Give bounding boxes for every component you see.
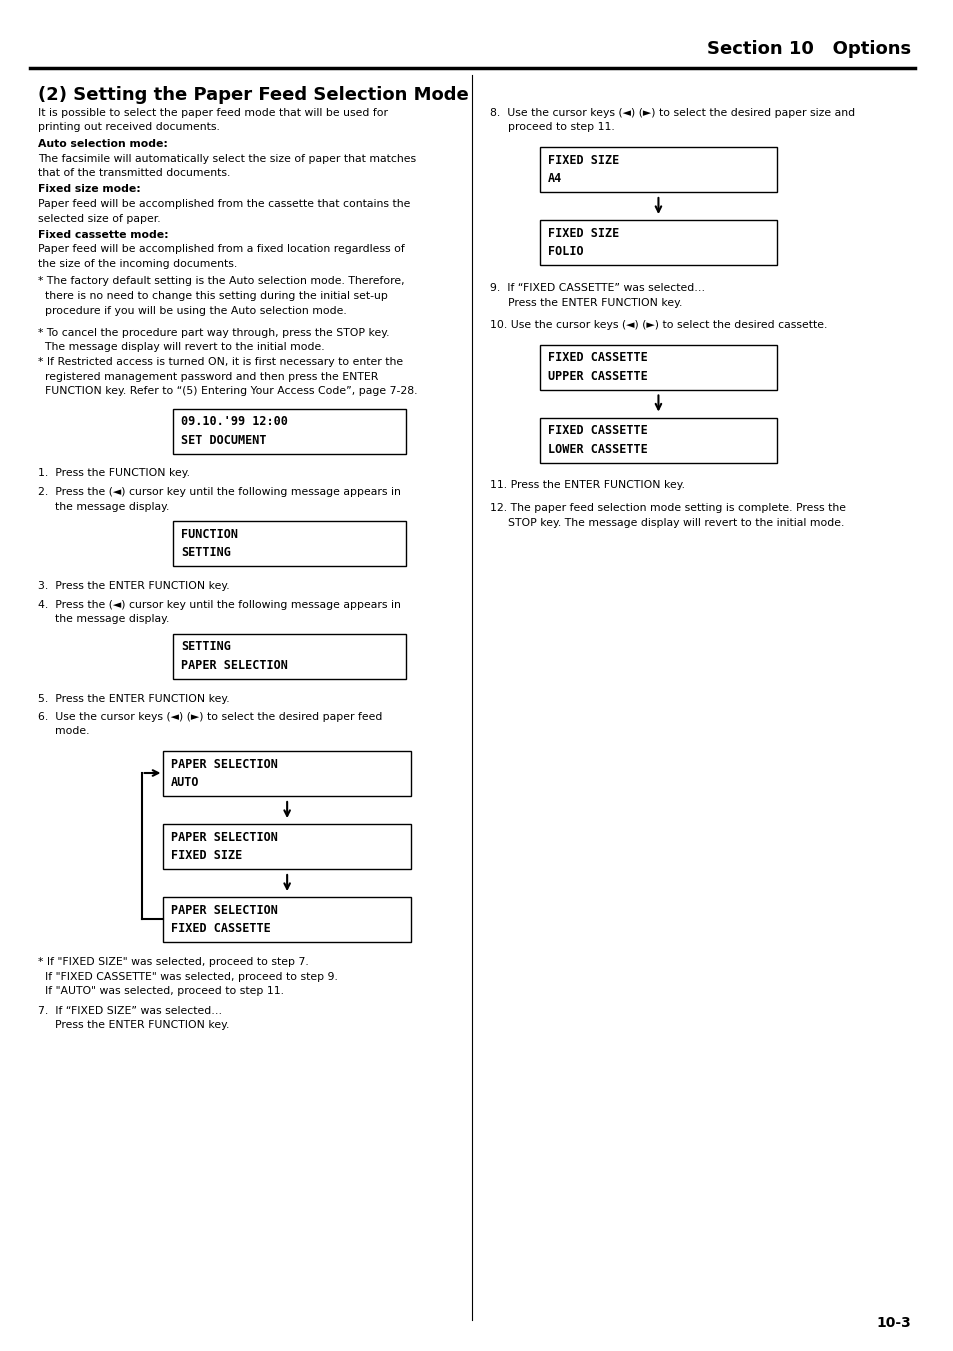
Text: FIXED SIZE: FIXED SIZE xyxy=(547,154,618,166)
Text: SET DOCUMENT: SET DOCUMENT xyxy=(181,434,267,447)
FancyBboxPatch shape xyxy=(173,408,406,454)
Text: FIXED CASSETTE: FIXED CASSETTE xyxy=(547,351,647,365)
Text: 2.  Press the (◄) cursor key until the following message appears in: 2. Press the (◄) cursor key until the fo… xyxy=(37,486,400,497)
Text: UPPER CASSETTE: UPPER CASSETTE xyxy=(547,370,647,382)
Text: Press the ENTER FUNCTION key.: Press the ENTER FUNCTION key. xyxy=(507,297,681,308)
Text: FUNCTION key. Refer to “(5) Entering Your Access Code”, page 7-28.: FUNCTION key. Refer to “(5) Entering You… xyxy=(37,386,416,396)
Text: 10-3: 10-3 xyxy=(875,1316,910,1329)
Text: proceed to step 11.: proceed to step 11. xyxy=(507,123,614,132)
Text: If "AUTO" was selected, proceed to step 11.: If "AUTO" was selected, proceed to step … xyxy=(37,986,283,996)
Text: PAPER SELECTION: PAPER SELECTION xyxy=(172,758,278,770)
Text: the size of the incoming documents.: the size of the incoming documents. xyxy=(37,259,236,269)
Text: 3.  Press the ENTER FUNCTION key.: 3. Press the ENTER FUNCTION key. xyxy=(37,581,229,590)
Text: * To cancel the procedure part way through, press the STOP key.: * To cancel the procedure part way throu… xyxy=(37,328,389,338)
Text: 12. The paper feed selection mode setting is complete. Press the: 12. The paper feed selection mode settin… xyxy=(490,503,845,513)
Text: printing out received documents.: printing out received documents. xyxy=(37,123,219,132)
Text: LOWER CASSETTE: LOWER CASSETTE xyxy=(547,443,647,455)
Text: 8.  Use the cursor keys (◄) (►) to select the desired paper size and: 8. Use the cursor keys (◄) (►) to select… xyxy=(490,108,854,118)
FancyBboxPatch shape xyxy=(163,824,411,869)
Text: STOP key. The message display will revert to the initial mode.: STOP key. The message display will rever… xyxy=(507,517,843,527)
Text: the message display.: the message display. xyxy=(55,501,170,512)
Text: SETTING: SETTING xyxy=(181,640,231,653)
Text: registered management password and then press the ENTER: registered management password and then … xyxy=(37,372,377,381)
Text: 1.  Press the FUNCTION key.: 1. Press the FUNCTION key. xyxy=(37,469,190,478)
Text: Fixed cassette mode:: Fixed cassette mode: xyxy=(37,230,168,240)
Text: 7.  If “FIXED SIZE” was selected…: 7. If “FIXED SIZE” was selected… xyxy=(37,1005,221,1016)
Text: If "FIXED CASSETTE" was selected, proceed to step 9.: If "FIXED CASSETTE" was selected, procee… xyxy=(37,971,337,981)
FancyBboxPatch shape xyxy=(539,417,777,462)
Text: The message display will revert to the initial mode.: The message display will revert to the i… xyxy=(37,343,324,353)
FancyBboxPatch shape xyxy=(539,220,777,265)
Text: * If Restricted access is turned ON, it is first necessary to enter the: * If Restricted access is turned ON, it … xyxy=(37,357,402,367)
Text: FOLIO: FOLIO xyxy=(547,246,582,258)
Text: Fixed size mode:: Fixed size mode: xyxy=(37,185,140,195)
Text: Paper feed will be accomplished from the cassette that contains the: Paper feed will be accomplished from the… xyxy=(37,199,410,209)
Text: A4: A4 xyxy=(547,173,561,185)
Text: that of the transmitted documents.: that of the transmitted documents. xyxy=(37,168,230,178)
Text: It is possible to select the paper feed mode that will be used for: It is possible to select the paper feed … xyxy=(37,108,387,118)
Text: Paper feed will be accomplished from a fixed location regardless of: Paper feed will be accomplished from a f… xyxy=(37,245,404,254)
Text: 4.  Press the (◄) cursor key until the following message appears in: 4. Press the (◄) cursor key until the fo… xyxy=(37,600,400,609)
FancyBboxPatch shape xyxy=(163,897,411,942)
Text: (2) Setting the Paper Feed Selection Mode: (2) Setting the Paper Feed Selection Mod… xyxy=(37,86,468,104)
Text: procedure if you will be using the Auto selection mode.: procedure if you will be using the Auto … xyxy=(37,305,346,316)
Text: FIXED SIZE: FIXED SIZE xyxy=(547,227,618,239)
FancyBboxPatch shape xyxy=(539,345,777,389)
Text: SETTING: SETTING xyxy=(181,546,231,559)
Text: FIXED SIZE: FIXED SIZE xyxy=(172,850,242,862)
FancyBboxPatch shape xyxy=(173,634,406,678)
Text: Section 10   Options: Section 10 Options xyxy=(706,41,910,58)
Text: PAPER SELECTION: PAPER SELECTION xyxy=(172,904,278,916)
Text: PAPER SELECTION: PAPER SELECTION xyxy=(181,659,288,671)
Text: The facsimile will automatically select the size of paper that matches: The facsimile will automatically select … xyxy=(37,154,416,163)
FancyBboxPatch shape xyxy=(539,147,777,192)
Text: FUNCTION: FUNCTION xyxy=(181,528,238,540)
Text: selected size of paper.: selected size of paper. xyxy=(37,213,160,223)
Text: mode.: mode. xyxy=(55,727,90,736)
Text: FIXED CASSETTE: FIXED CASSETTE xyxy=(172,923,271,935)
Text: 5.  Press the ENTER FUNCTION key.: 5. Press the ENTER FUNCTION key. xyxy=(37,693,229,704)
Text: FIXED CASSETTE: FIXED CASSETTE xyxy=(547,424,647,438)
FancyBboxPatch shape xyxy=(163,751,411,796)
Text: the message display.: the message display. xyxy=(55,613,170,624)
Text: 11. Press the ENTER FUNCTION key.: 11. Press the ENTER FUNCTION key. xyxy=(490,481,684,490)
FancyBboxPatch shape xyxy=(173,521,406,566)
Text: 10. Use the cursor keys (◄) (►) to select the desired cassette.: 10. Use the cursor keys (◄) (►) to selec… xyxy=(490,320,826,330)
Text: 09.10.'99 12:00: 09.10.'99 12:00 xyxy=(181,415,288,428)
Text: PAPER SELECTION: PAPER SELECTION xyxy=(172,831,278,843)
Text: * The factory default setting is the Auto selection mode. Therefore,: * The factory default setting is the Aut… xyxy=(37,277,404,286)
Text: AUTO: AUTO xyxy=(172,777,199,789)
Text: 9.  If “FIXED CASSETTE” was selected…: 9. If “FIXED CASSETTE” was selected… xyxy=(490,282,704,293)
Text: 6.  Use the cursor keys (◄) (►) to select the desired paper feed: 6. Use the cursor keys (◄) (►) to select… xyxy=(37,712,381,721)
Text: * If "FIXED SIZE" was selected, proceed to step 7.: * If "FIXED SIZE" was selected, proceed … xyxy=(37,957,308,967)
Text: there is no need to change this setting during the initial set-up: there is no need to change this setting … xyxy=(37,290,387,301)
Text: Press the ENTER FUNCTION key.: Press the ENTER FUNCTION key. xyxy=(55,1020,230,1029)
Text: Auto selection mode:: Auto selection mode: xyxy=(37,139,168,149)
